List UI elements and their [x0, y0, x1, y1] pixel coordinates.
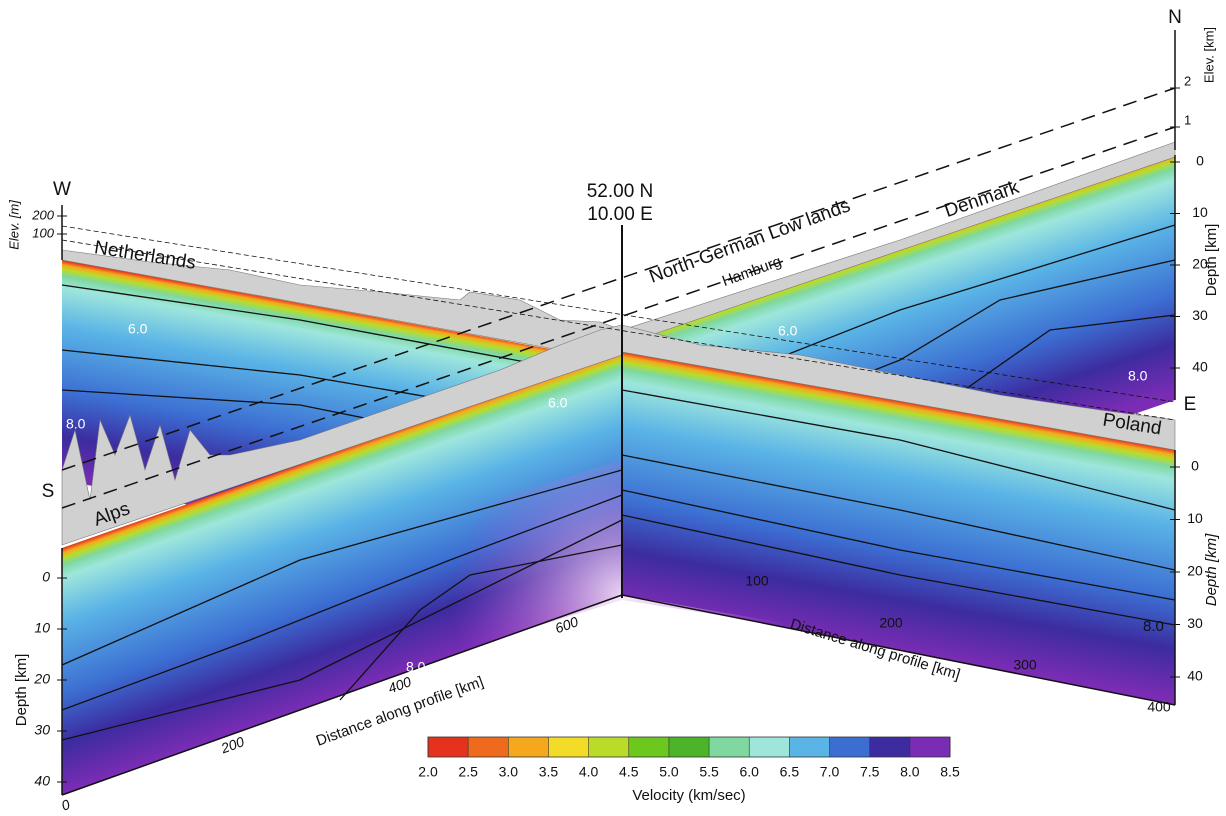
axis-title: Depth [km]	[1203, 533, 1220, 606]
tick-label: 8.0	[900, 764, 920, 780]
center-longitude: 10.00 E	[587, 204, 653, 225]
colorbar-segment	[548, 737, 589, 757]
tick-label: 6.0	[739, 764, 759, 780]
tick-label: 7.5	[860, 764, 880, 780]
tick-label: 40	[1187, 668, 1203, 684]
colorbar-segment	[669, 737, 710, 757]
tick-label: 10	[1192, 204, 1208, 220]
tick-label: 100	[745, 573, 769, 589]
colorbar-segment	[508, 737, 549, 757]
tick-label: 2.0	[418, 764, 438, 780]
tick-label: 30	[1192, 307, 1208, 323]
tick-label: 100	[32, 225, 54, 240]
tick-label: 20	[33, 671, 50, 687]
direction-label: S	[42, 481, 55, 502]
tick-label: 20	[1192, 256, 1208, 272]
tick-label: 1	[1184, 112, 1191, 127]
contour-label: 8.0	[1143, 618, 1164, 635]
center-latitude: 52.00 N	[587, 181, 654, 202]
contour-label: 8.0	[1128, 368, 1148, 384]
tick-label: 4.5	[619, 764, 639, 780]
tick-label: 8.5	[940, 764, 960, 780]
colorbar-title: Velocity (km/sec)	[632, 787, 745, 804]
axis-title: Elev. [km]	[1201, 27, 1216, 83]
colorbar-segment	[468, 737, 509, 757]
contour-label: 6.0	[548, 395, 568, 411]
colorbar-segment	[789, 737, 830, 757]
colorbar-segment	[589, 737, 630, 757]
tick-label: 300	[1013, 657, 1037, 673]
axis-title: Depth [km]	[13, 654, 30, 727]
contour-label: 6.0	[778, 323, 798, 339]
tick-label: 6.5	[780, 764, 800, 780]
direction-label: W	[53, 179, 71, 200]
direction-label: E	[1184, 394, 1197, 415]
tick-label: 4.0	[579, 764, 599, 780]
tick-label: 20	[1187, 563, 1203, 579]
tick-label: 5.5	[699, 764, 719, 780]
tick-label: 400	[1147, 699, 1171, 715]
tick-label: 2	[1184, 73, 1191, 88]
tick-label: 2.5	[458, 764, 478, 780]
tick-label: 0	[42, 569, 50, 585]
tick-label: 10	[34, 620, 50, 636]
tick-label: 40	[1192, 359, 1208, 375]
tick-label: 0	[59, 796, 72, 814]
contour-label: 6.0	[128, 321, 148, 337]
colorbar-segment	[830, 737, 871, 757]
colorbar-segment	[428, 737, 469, 757]
axis-title: Elev. [m]	[6, 200, 21, 250]
colorbar-segment	[910, 737, 951, 757]
tick-label: 200	[879, 615, 903, 631]
tick-label: 3.0	[499, 764, 519, 780]
colorbar-segment	[709, 737, 750, 757]
colorbar-segment	[629, 737, 670, 757]
tick-label: 200	[31, 207, 54, 222]
tick-label: 40	[34, 773, 50, 789]
tick-label: 0	[1191, 458, 1199, 474]
tick-label: 7.0	[820, 764, 840, 780]
tick-label: 3.5	[539, 764, 559, 780]
tick-label: 0	[1196, 153, 1204, 169]
tick-label: 5.0	[659, 764, 679, 780]
tick-label: 30	[34, 722, 50, 738]
tick-label: 10	[1187, 510, 1203, 526]
contour-label: 8.0	[66, 416, 86, 432]
contour-label: 8.0	[406, 659, 426, 675]
tick-label: 30	[1187, 615, 1203, 631]
figure: N S W E 52.00 N 10.00 E Netherlands Nort…	[0, 0, 1226, 816]
direction-label: N	[1168, 7, 1182, 28]
colorbar-segment	[870, 737, 911, 757]
colorbar-segment	[749, 737, 790, 757]
